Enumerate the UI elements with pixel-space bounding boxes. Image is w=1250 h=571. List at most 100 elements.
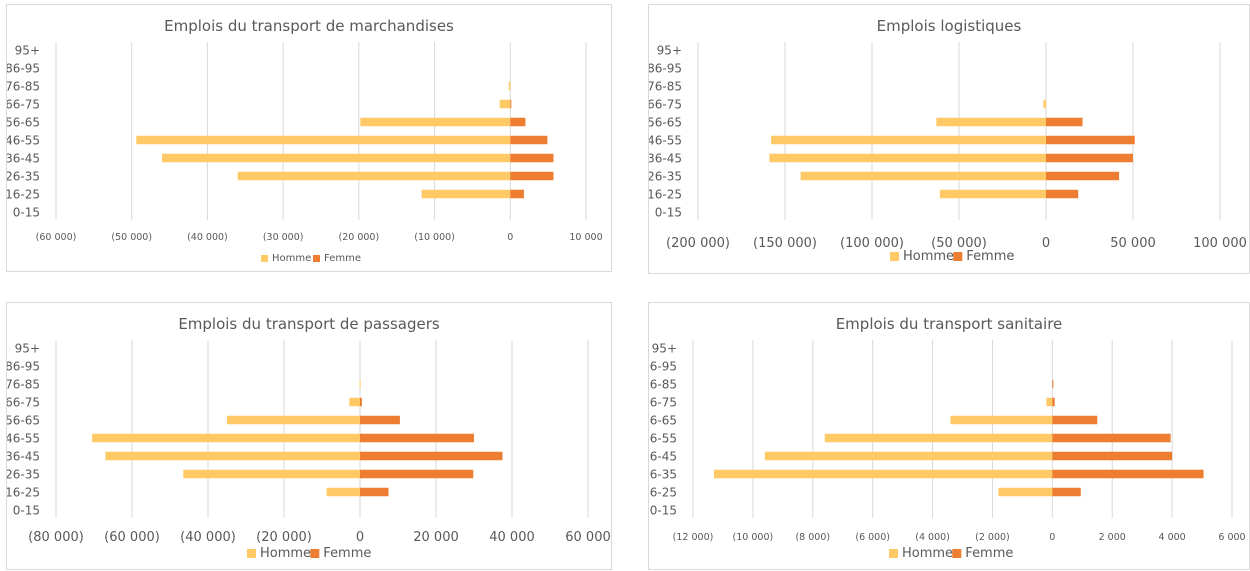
y-category-label: 36-45: [7, 152, 40, 166]
bar-femme: [510, 117, 526, 127]
x-tick-label: 0: [1049, 532, 1055, 543]
y-category-label: 66-75: [649, 98, 682, 112]
x-tick-label: (50 000): [931, 236, 987, 251]
chart-title: Emplois logistiques: [876, 17, 1022, 35]
x-tick-label: 0: [507, 232, 513, 243]
y-category-label: 36-45: [649, 450, 677, 464]
legend-label-homme: Homme: [272, 253, 311, 264]
x-tick-label: 60 000: [565, 530, 611, 545]
y-category-label: 16-25: [649, 188, 682, 202]
legend-swatch-homme: [890, 252, 899, 261]
chart-sanitaire: Emplois du transport sanitaire (12 000)(…: [648, 302, 1250, 570]
x-tick-label: (60 000): [36, 232, 77, 243]
bar-homme: [1043, 99, 1046, 109]
y-category-label: 66-75: [7, 98, 40, 112]
bar-homme: [92, 433, 360, 443]
legend-swatch-femme: [952, 549, 962, 558]
legend-label-femme: Femme: [323, 546, 371, 561]
y-category-label: 95+: [652, 342, 677, 356]
x-tick-label: 2 000: [1099, 532, 1126, 543]
chart-plot: (80 000) (60 000) (40 000) (20 000) 0 20 000 4…: [7, 340, 611, 561]
x-tick-label: (50 000): [111, 232, 152, 243]
bar-femme: [1046, 171, 1120, 181]
chart-title: Emplois du transport de marchandises: [164, 17, 454, 35]
y-category-label: 46-55: [7, 134, 40, 148]
y-category-label: 36-45: [7, 450, 40, 464]
chart-title: Emplois du transport sanitaire: [835, 315, 1063, 333]
legend-label-femme: Femme: [966, 249, 1014, 264]
legend-swatch-homme: [261, 255, 268, 262]
bar-homme: [939, 189, 1046, 199]
chart-logistiques: Emplois logistiques (200 000) (150 000) (1…: [648, 4, 1250, 274]
bar-femme: [510, 171, 554, 181]
legend-swatch-homme: [247, 549, 256, 558]
bar-femme: [1046, 117, 1083, 127]
y-category-label: 86-95: [649, 360, 677, 374]
bar-femme: [1052, 379, 1054, 389]
x-tick-label: (2 000): [975, 532, 1010, 543]
x-tick-label: (80 000): [28, 530, 84, 545]
bar-femme: [1046, 189, 1079, 199]
y-category-label: 95+: [657, 44, 682, 58]
x-tick-label: (10 000): [733, 532, 774, 543]
bar-homme: [326, 487, 360, 497]
y-category-label: 0-15: [13, 504, 40, 518]
x-tick-label: (8 000): [795, 532, 830, 543]
y-category-label: 86-95: [7, 360, 40, 374]
bar-femme: [360, 397, 362, 407]
bar-homme: [421, 189, 511, 199]
bar-homme: [349, 397, 360, 407]
legend-swatch-femme: [313, 255, 320, 262]
chart-marchandises: Emplois du transport de marchandises (60…: [6, 4, 612, 272]
legend-label-femme: Femme: [324, 253, 361, 264]
bar-femme: [1052, 415, 1098, 425]
y-category-label: 26-35: [7, 170, 40, 184]
y-category-label: 56-65: [649, 414, 677, 428]
x-tick-label: 40 000: [489, 530, 535, 545]
y-category-label: 26-35: [649, 468, 677, 482]
y-category-label: 66-75: [7, 396, 40, 410]
bar-homme: [950, 415, 1053, 425]
x-tick-label: (6 000): [855, 532, 890, 543]
bar-homme: [764, 451, 1053, 461]
legend-swatch-femme: [310, 549, 320, 558]
bar-femme: [510, 135, 548, 145]
bar-femme: [510, 99, 512, 109]
x-tick-label: (20 000): [339, 232, 380, 243]
bar-femme: [1046, 153, 1133, 163]
y-category-label: 26-35: [649, 170, 682, 184]
y-category-label: 16-25: [7, 486, 40, 500]
chart-title: Emplois du transport de passagers: [178, 315, 440, 333]
x-tick-label: (40 000): [180, 530, 236, 545]
chart-passagers: Emplois du transport de passagers (80 00…: [6, 302, 612, 570]
bar-homme: [136, 135, 511, 145]
y-category-label: 95+: [15, 44, 40, 58]
bar-femme: [360, 469, 474, 479]
bar-homme: [713, 469, 1053, 479]
bar-homme: [508, 81, 511, 91]
y-category-label: 16-25: [7, 188, 40, 202]
x-tick-label: (150 000): [753, 236, 817, 251]
bar-femme: [360, 487, 389, 497]
legend-label-homme: Homme: [260, 546, 311, 561]
bar-femme: [1052, 451, 1173, 461]
x-tick-label: (60 000): [104, 530, 160, 545]
y-category-label: 95+: [15, 342, 40, 356]
bar-femme: [1052, 433, 1171, 443]
y-category-label: 76-85: [649, 378, 677, 392]
x-tick-label: 10 000: [569, 232, 602, 243]
y-category-label: 26-35: [7, 468, 40, 482]
y-category-label: 86-95: [649, 62, 682, 76]
y-category-label: 76-85: [7, 80, 40, 94]
bar-homme: [998, 487, 1053, 497]
y-category-label: 56-65: [649, 116, 682, 130]
y-category-label: 0-15: [13, 206, 40, 220]
y-category-label: 16-25: [649, 486, 677, 500]
chart-plot: (200 000) (150 000) (100 000) (50 000) 0 50 0…: [649, 42, 1247, 264]
y-category-label: 36-45: [649, 152, 682, 166]
bar-femme: [1046, 135, 1135, 145]
bar-femme: [510, 153, 554, 163]
bar-femme: [1052, 397, 1055, 407]
x-tick-label: 100 000: [1193, 236, 1247, 251]
x-tick-label: (200 000): [666, 236, 730, 251]
